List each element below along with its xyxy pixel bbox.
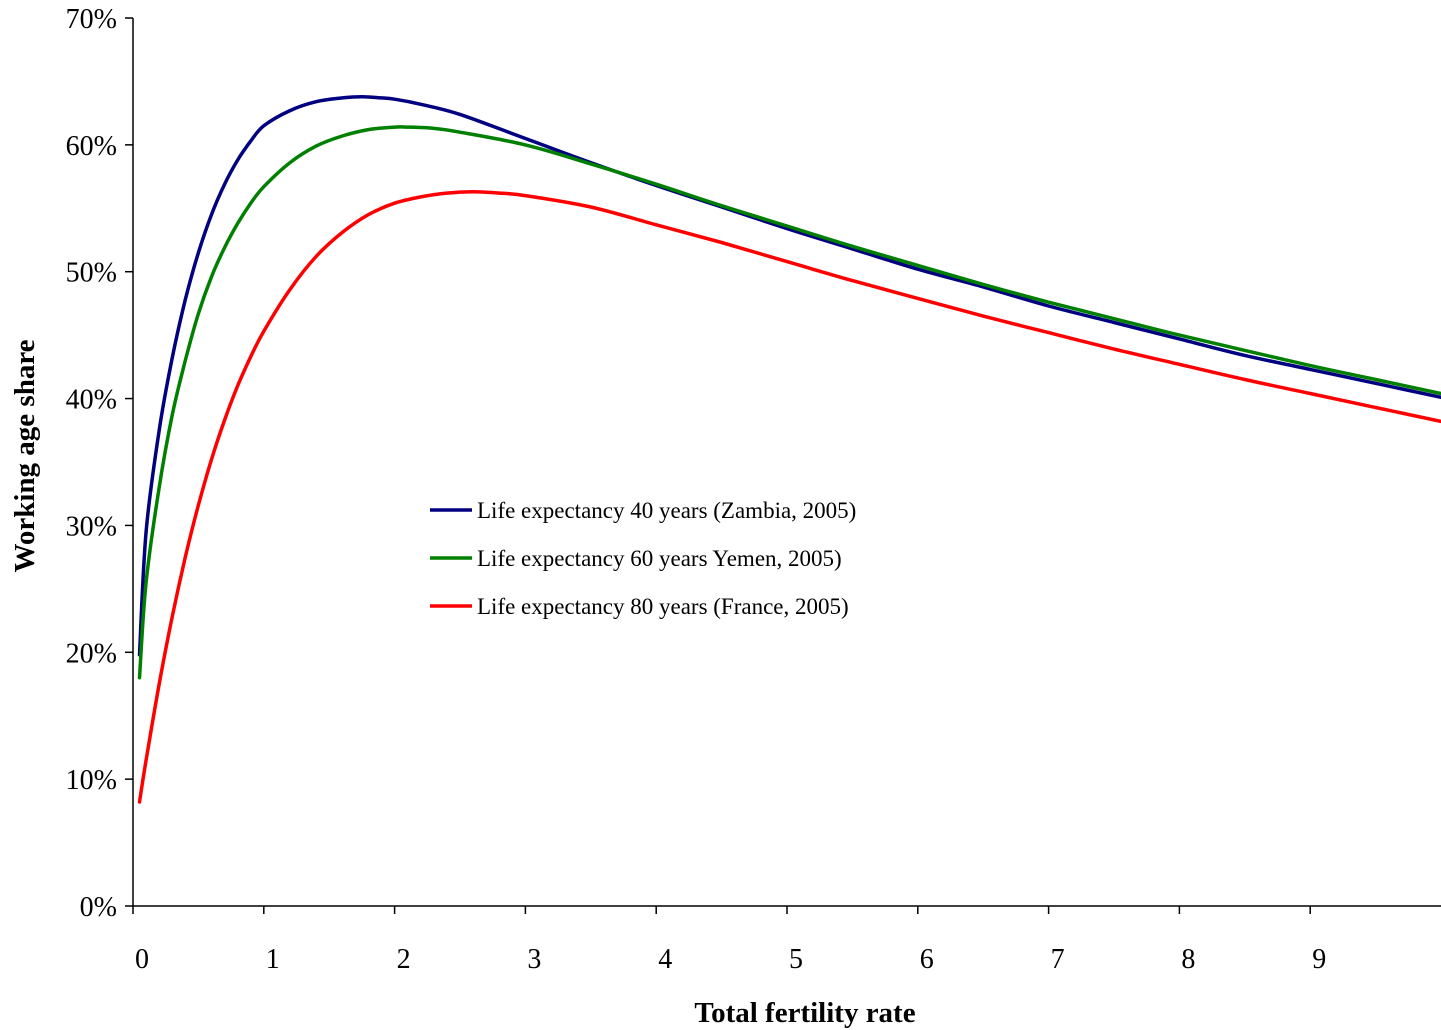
legend-label: Life expectancy 60 years Yemen, 2005) bbox=[477, 546, 842, 571]
y-tick-label: 70% bbox=[66, 4, 117, 35]
x-tick-label: 3 bbox=[527, 944, 541, 975]
x-tick-label: 7 bbox=[1051, 944, 1065, 975]
y-tick-label: 10% bbox=[66, 765, 117, 796]
y-tick-label: 0% bbox=[80, 892, 117, 923]
axes bbox=[132, 18, 1441, 907]
x-tick-label: 8 bbox=[1181, 944, 1195, 975]
x-axis-title: Total fertility rate bbox=[694, 997, 915, 1029]
y-tick-label: 60% bbox=[66, 131, 117, 162]
y-axis-title: Working age share bbox=[9, 339, 41, 572]
x-tick-label: 4 bbox=[658, 944, 672, 975]
legend: Life expectancy 40 years (Zambia, 2005) L… bbox=[430, 498, 856, 619]
series-line-life-expectancy-80 bbox=[137, 190, 1441, 804]
legend-label: Life expectancy 80 years (France, 2005) bbox=[477, 594, 849, 619]
series-line-life-expectancy-60 bbox=[137, 125, 1441, 680]
x-tick-label: 1 bbox=[266, 944, 280, 975]
y-tick-label: 40% bbox=[66, 385, 117, 416]
x-tick-label: 9 bbox=[1312, 944, 1326, 975]
x-tick-label: 5 bbox=[789, 944, 803, 975]
y-tick-label: 30% bbox=[66, 511, 117, 542]
ticks: 0% 10% 20% 30% 40% 50% 60% 70% 0 1 2 3 4 5 6 7 8 9 bbox=[66, 4, 1327, 975]
x-tick-label: 2 bbox=[397, 944, 411, 975]
legend-label: Life expectancy 40 years (Zambia, 2005) bbox=[477, 498, 856, 523]
series-line-life-expectancy-40 bbox=[137, 94, 1441, 657]
x-tick-label: 6 bbox=[920, 944, 934, 975]
x-tick-label: 0 bbox=[135, 944, 149, 975]
series-lines bbox=[137, 94, 1441, 804]
y-tick-label: 50% bbox=[66, 258, 117, 289]
y-tick-label: 20% bbox=[66, 638, 117, 669]
